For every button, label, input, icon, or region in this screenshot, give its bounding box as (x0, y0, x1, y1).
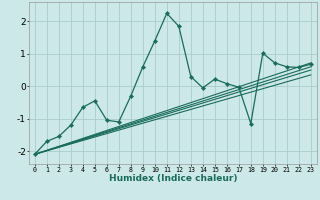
X-axis label: Humidex (Indice chaleur): Humidex (Indice chaleur) (108, 174, 237, 183)
